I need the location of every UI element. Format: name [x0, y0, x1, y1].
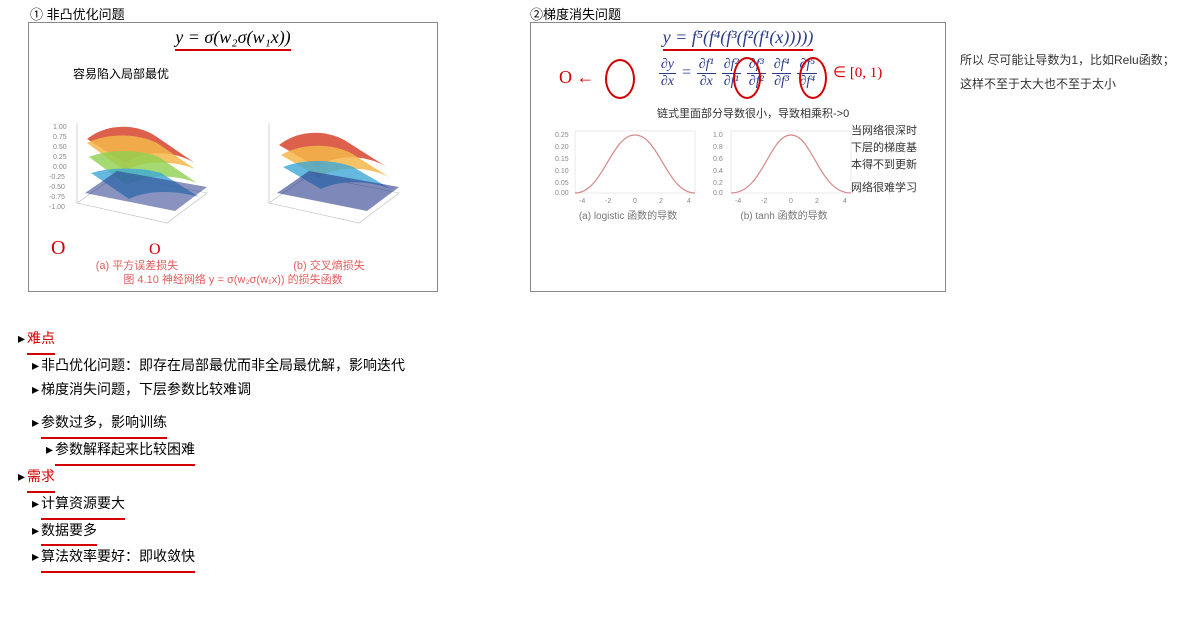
svg-text:0.15: 0.15	[555, 156, 569, 163]
bullet-h2: 需求	[18, 466, 405, 493]
range-note: ∈ [0, 1)	[833, 63, 882, 82]
fig-caption: 图 4.10 神经网络 y = σ(w₂σ(w₁x)) 的损失函数	[29, 271, 437, 287]
svg-text:-4: -4	[579, 198, 585, 205]
red-circle-f5	[799, 57, 827, 99]
svg-text:4: 4	[687, 198, 691, 205]
svg-text:2: 2	[659, 198, 663, 205]
logistic-caption: (a) logistic 函数的导数	[553, 207, 703, 222]
svg-text:-1.00: -1.00	[49, 204, 65, 211]
svg-text:0.00: 0.00	[555, 190, 569, 197]
surface-plot-b	[239, 93, 419, 243]
svg-text:0.4: 0.4	[713, 168, 723, 175]
svg-text:0: 0	[633, 198, 637, 205]
bullet-h1: 难点	[18, 328, 405, 355]
tanh-caption: (b) tanh 函数的导数	[709, 207, 859, 222]
svg-text:-0.50: -0.50	[49, 184, 65, 191]
svg-text:0.20: 0.20	[555, 144, 569, 151]
bullet-b4: 计算资源要大	[32, 493, 405, 520]
svg-text:-2: -2	[605, 198, 611, 205]
svg-text:0.2: 0.2	[713, 180, 723, 187]
svg-text:0.50: 0.50	[53, 144, 67, 151]
svg-text:0.10: 0.10	[555, 168, 569, 175]
bullet-b6: 算法效率要好：即收敛快	[32, 546, 405, 573]
red-circle-dy-dx	[605, 59, 635, 99]
svg-text:0.0: 0.0	[713, 190, 723, 197]
svg-text:-4: -4	[735, 198, 741, 205]
svg-text:0.75: 0.75	[53, 134, 67, 141]
formula-left: y = σ(w₂σ(w₁x))	[29, 23, 437, 51]
svg-text:0.8: 0.8	[713, 144, 723, 151]
svg-text:0: 0	[789, 198, 793, 205]
svg-text:-2: -2	[761, 198, 767, 205]
formula-right: y = f⁵(f⁴(f³(f²(f¹(x)))))	[531, 23, 945, 51]
surface-plot-a: 1.00 0.75 0.50 0.25 0.00 -0.25 -0.50 -0.…	[47, 93, 227, 243]
panel-vanishing-gradient: y = f⁵(f⁴(f³(f²(f¹(x))))) ∂y∂x = ∂f¹∂x ∂…	[530, 22, 946, 292]
svg-text:1.00: 1.00	[53, 124, 67, 131]
section1-label: ① 非凸优化问题	[30, 4, 125, 23]
section2-label: ②梯度消失问题	[530, 4, 621, 23]
svg-text:0.25: 0.25	[53, 154, 67, 161]
svg-text:0.25: 0.25	[555, 132, 569, 139]
chain-note: 链式里面部分导数很小，导致相乘积->0	[657, 105, 849, 121]
bullet-b1: 非凸优化问题：即存在局部最优而非全局最优解，影响迭代	[32, 355, 405, 379]
note-local-optimum: 容易陷入局部最优	[73, 65, 169, 82]
bullet-list: 难点 非凸优化问题：即存在局部最优而非全局最优解，影响迭代 梯度消失问题，下层参…	[18, 328, 405, 573]
logistic-derivative-plot: 0.25 0.20 0.15 0.10 0.05 0.00 -4 -2 0 2 4	[553, 127, 703, 205]
margin-relu-note: 所以 尽可能让导数为1，比如Relu函数； 这样不至于太大也不至于太小	[960, 48, 1180, 96]
arrow-o-note: O ←	[559, 67, 595, 88]
svg-text:4: 4	[843, 198, 847, 205]
deep-network-note: 当网络很深时 下层的梯度基 本得不到更新 网络很难学习	[851, 123, 939, 197]
svg-text:-0.25: -0.25	[49, 174, 65, 181]
bullet-b2: 梯度消失问题，下层参数比较难调	[32, 379, 405, 403]
svg-text:1.0: 1.0	[713, 132, 723, 139]
bullet-b5: 数据要多	[32, 520, 405, 547]
svg-text:0.00: 0.00	[53, 164, 67, 171]
svg-text:2: 2	[815, 198, 819, 205]
svg-text:0.05: 0.05	[555, 180, 569, 187]
bullet-b3a: 参数解释起来比较困难	[46, 439, 405, 466]
svg-text:0.6: 0.6	[713, 156, 723, 163]
tanh-derivative-plot: 1.0 0.8 0.6 0.4 0.2 0.0 -4 -2 0 2 4	[709, 127, 859, 205]
panel-nonconvex: y = σ(w₂σ(w₁x)) 容易陷入局部最优 1.00 0.75 0.50 …	[28, 22, 438, 292]
red-circle-f3	[733, 57, 761, 99]
svg-text:-0.75: -0.75	[49, 194, 65, 201]
bullet-b3: 参数过多，影响训练	[32, 412, 405, 439]
